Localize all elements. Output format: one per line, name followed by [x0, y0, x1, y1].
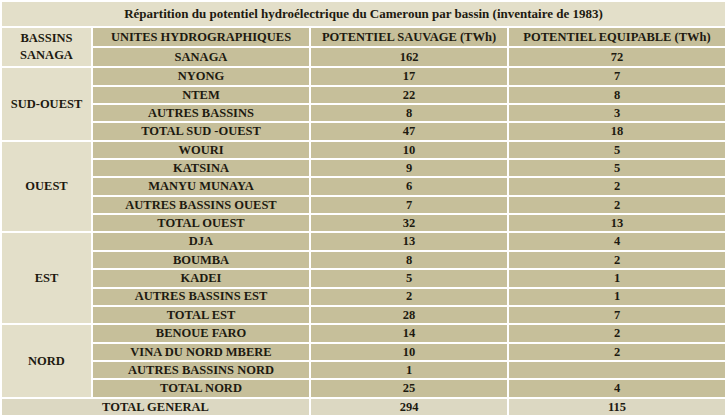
document-page: Répartition du potentiel hydroélectrique…: [0, 0, 727, 417]
sauvage-value-cell: 32: [311, 215, 507, 231]
sauvage-value-cell: 6: [311, 178, 507, 194]
unit-name-cell: TOTAL SUD -OUEST: [93, 123, 309, 139]
unit-name-cell: TOTAL OUEST: [93, 215, 309, 231]
table-row: KATSINA 9 5: [2, 160, 725, 176]
table-row: SUD-OUEST NYONG 17 7: [2, 68, 725, 84]
equipable-value-cell: 2: [509, 197, 725, 213]
sauvage-value-cell: 47: [311, 123, 507, 139]
unit-name-cell: KATSINA: [93, 160, 309, 176]
sauvage-value-cell: 10: [311, 344, 507, 360]
equipable-value-cell: 18: [509, 123, 725, 139]
equipable-value-cell: 1: [509, 289, 725, 305]
sauvage-value-cell: 162: [311, 48, 507, 66]
sauvage-value-cell: 1: [311, 362, 507, 378]
table-row: TOTAL SUD -OUEST 47 18: [2, 123, 725, 139]
table-row: AUTRES BASSINS EST 2 1: [2, 289, 725, 305]
unit-name-cell: AUTRES BASSINS EST: [93, 289, 309, 305]
unit-name-cell: TOTAL NORD: [93, 380, 309, 396]
table-row: AUTRES BASSINS OUEST 7 2: [2, 197, 725, 213]
equipable-value-cell: 8: [509, 87, 725, 103]
total-general-row: TOTAL GENERAL 294 115: [2, 399, 725, 415]
basin-label-ouest: OUEST: [2, 142, 91, 232]
equipable-value-cell: 2: [509, 252, 725, 268]
unit-name-cell: TOTAL EST: [93, 307, 309, 323]
sauvage-value-cell: 25: [311, 380, 507, 396]
table-title: Répartition du potentiel hydroélectrique…: [2, 2, 725, 26]
sauvage-value-cell: 9: [311, 160, 507, 176]
equipable-value-cell: 2: [509, 344, 725, 360]
unit-name-cell: BOUMBA: [93, 252, 309, 268]
sauvage-value-cell: 13: [311, 233, 507, 249]
table-row: TOTAL OUEST 32 13: [2, 215, 725, 231]
basin-label-est: EST: [2, 233, 91, 323]
equipable-value-cell: 5: [509, 160, 725, 176]
equipable-value-cell: 2: [509, 325, 725, 341]
header-equipable: POTENTIEL EQUIPABLE (TWh): [509, 28, 725, 46]
basin-label-sud-ouest: SUD-OUEST: [2, 68, 91, 139]
sauvage-value-cell: 5: [311, 270, 507, 286]
equipable-value-cell: 7: [509, 307, 725, 323]
table-row: TOTAL NORD 25 4: [2, 380, 725, 396]
header-unites: UNITES HYDROGRAPHIQUES: [93, 28, 309, 46]
sauvage-value-cell: 28: [311, 307, 507, 323]
unit-name-cell: NYONG: [93, 68, 309, 84]
unit-name-cell: BENOUE FARO: [93, 325, 309, 341]
unit-name-cell: DJA: [93, 233, 309, 249]
table-row: NORD BENOUE FARO 14 2: [2, 325, 725, 341]
unit-name-cell: NTEM: [93, 87, 309, 103]
basin-label-sanaga: SANAGA: [2, 47, 91, 64]
table-row: EST DJA 13 4: [2, 233, 725, 249]
header-sauvage: POTENTIEL SAUVAGE (TWh): [311, 28, 507, 46]
equipable-value-cell: [509, 362, 725, 378]
unit-name-cell: KADEI: [93, 270, 309, 286]
sauvage-value-cell: 8: [311, 105, 507, 121]
table-row: MANYU MUNAYA 6 2: [2, 178, 725, 194]
table-row: KADEI 5 1: [2, 270, 725, 286]
sauvage-value-cell: 8: [311, 252, 507, 268]
unit-name-cell: AUTRES BASSINS: [93, 105, 309, 121]
header-bassins: BASSINS: [2, 30, 91, 47]
sauvage-value-cell: 2: [311, 289, 507, 305]
equipable-value-cell: 1: [509, 270, 725, 286]
sauvage-value-cell: 14: [311, 325, 507, 341]
basins-header-cell: BASSINS SANAGA: [2, 28, 91, 66]
equipable-value-cell: 5: [509, 142, 725, 158]
unit-name-cell: WOURI: [93, 142, 309, 158]
unit-name-cell: AUTRES BASSINS NORD: [93, 362, 309, 378]
equipable-value-cell: 2: [509, 178, 725, 194]
sauvage-value-cell: 10: [311, 142, 507, 158]
total-general-equipable-cell: 115: [509, 399, 725, 415]
table-row: TOTAL EST 28 7: [2, 307, 725, 323]
equipable-value-cell: 7: [509, 68, 725, 84]
unit-name-cell: VINA DU NORD MBERE: [93, 344, 309, 360]
sauvage-value-cell: 7: [311, 197, 507, 213]
unit-name-cell: SANAGA: [93, 48, 309, 66]
table-row: OUEST WOURI 10 5: [2, 142, 725, 158]
total-general-sauvage-cell: 294: [311, 399, 507, 415]
table-row: AUTRES BASSINS NORD 1: [2, 362, 725, 378]
table-row: AUTRES BASSINS 8 3: [2, 105, 725, 121]
equipable-value-cell: 4: [509, 380, 725, 396]
sauvage-value-cell: 17: [311, 68, 507, 84]
equipable-value-cell: 3: [509, 105, 725, 121]
total-general-label-cell: TOTAL GENERAL: [2, 399, 309, 415]
table-row: NTEM 22 8: [2, 87, 725, 103]
table-row: VINA DU NORD MBERE 10 2: [2, 344, 725, 360]
unit-name-cell: AUTRES BASSINS OUEST: [93, 197, 309, 213]
equipable-value-cell: 4: [509, 233, 725, 249]
hydro-potential-table: Répartition du potentiel hydroélectrique…: [0, 0, 727, 417]
equipable-value-cell: 72: [509, 48, 725, 66]
table-row: SANAGA 162 72: [2, 48, 725, 66]
sauvage-value-cell: 22: [311, 87, 507, 103]
basin-label-nord: NORD: [2, 325, 91, 396]
equipable-value-cell: 13: [509, 215, 725, 231]
unit-name-cell: MANYU MUNAYA: [93, 178, 309, 194]
table-row: BOUMBA 8 2: [2, 252, 725, 268]
